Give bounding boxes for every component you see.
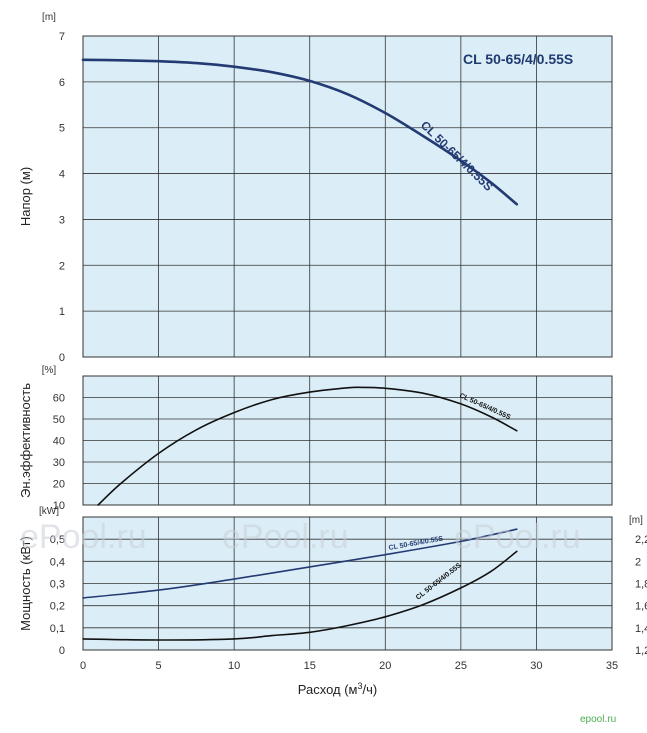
- y-tick-label: 0,4: [50, 556, 65, 568]
- y2-tick-label: 1,4: [635, 623, 647, 635]
- y2-tick-label: 1,6: [635, 601, 647, 613]
- y-tick-label: 2: [59, 260, 65, 272]
- x-tick-label: 15: [304, 660, 316, 672]
- y-unit-label: [kW]: [39, 506, 59, 517]
- watermark-text: ePool.ru: [454, 518, 581, 556]
- legend-title: CL 50-65/4/0.55S: [463, 51, 573, 67]
- y-tick-label: 6: [59, 77, 65, 89]
- y-axis-title: Напор (м): [18, 167, 33, 226]
- y-tick-label: 60: [53, 393, 65, 405]
- head-curve: [81, 58, 519, 206]
- y2-tick-label: 2,2: [635, 534, 647, 546]
- brand-logo-text: epool.ru: [580, 714, 616, 725]
- chart-curves: [81, 58, 519, 641]
- y2-tick-label: 1,2: [635, 645, 647, 657]
- x-tick-label: 0: [80, 660, 86, 672]
- y-tick-label: 30: [53, 457, 65, 469]
- y-tick-label: 1: [59, 306, 65, 318]
- y-tick-label: 50: [53, 414, 65, 426]
- y-tick-label: 3: [59, 214, 65, 226]
- y-tick-label: 0: [59, 352, 65, 364]
- y-tick-label: 5: [59, 123, 65, 135]
- y2-unit-label: [m]: [629, 515, 643, 526]
- x-tick-label: 30: [530, 660, 542, 672]
- y-tick-label: 0,5: [50, 534, 65, 546]
- efficiency-curve: [97, 386, 518, 506]
- watermarks: ePool.ru ePool.ru ePool.ru epool.ru: [20, 518, 616, 725]
- y-axis-title: Мощность (кВт): [18, 536, 33, 631]
- y-tick-label: 40: [53, 436, 65, 448]
- y-axis-title: Эн.эффективность: [18, 383, 33, 498]
- y-tick-label: 0,1: [50, 623, 65, 635]
- x-tick-label: 20: [379, 660, 391, 672]
- y-tick-label: 20: [53, 479, 65, 491]
- panel-head: [82, 35, 613, 358]
- x-tick-label: 5: [156, 660, 162, 672]
- npsh-curve: [82, 550, 518, 641]
- y-unit-label: [%]: [42, 365, 57, 376]
- y-tick-label: 10: [53, 500, 65, 512]
- watermark-text: ePool.ru: [222, 518, 349, 556]
- chart-grids: [83, 36, 612, 650]
- x-tick-label: 35: [606, 660, 618, 672]
- y-tick-label: 0,2: [50, 601, 65, 613]
- y-tick-label: 0: [59, 645, 65, 657]
- x-tick-label: 10: [228, 660, 240, 672]
- x-tick-label: 25: [455, 660, 467, 672]
- y2-tick-label: 2: [635, 556, 641, 568]
- y-tick-label: 0,3: [50, 579, 65, 591]
- x-axis-title: Расход (м3/ч): [298, 681, 377, 697]
- power-curve: [82, 528, 518, 599]
- watermark-text: ePool.ru: [20, 518, 147, 556]
- y2-tick-label: 1,8: [635, 579, 647, 591]
- y-tick-label: 7: [59, 31, 65, 43]
- y-tick-label: 4: [59, 169, 65, 181]
- y-unit-label: [m]: [42, 12, 56, 23]
